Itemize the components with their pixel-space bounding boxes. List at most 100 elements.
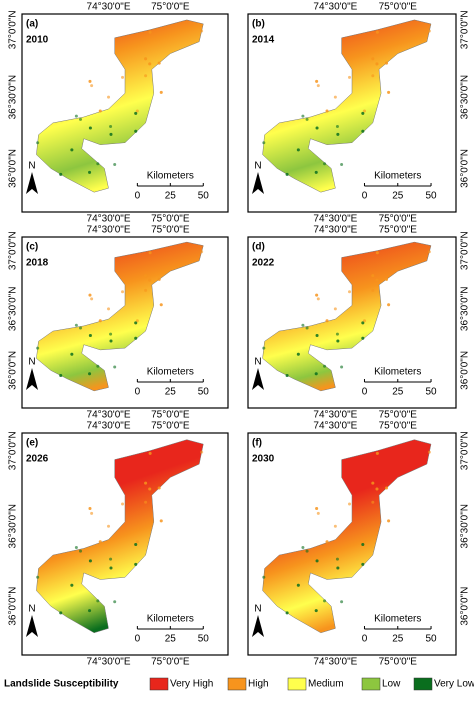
legend-swatch [413, 677, 433, 691]
y-coord-label: 36°0'0"N [460, 587, 471, 626]
terrain-speckle [135, 540, 139, 544]
legend-title: Landslide Susceptibility [4, 679, 119, 690]
terrain-speckle [316, 297, 320, 301]
terrain-speckle [361, 321, 365, 325]
terrain-speckle [375, 487, 379, 491]
terrain-speckle [148, 487, 152, 491]
terrain-speckle [36, 141, 40, 145]
north-label: N [28, 357, 35, 368]
scale-label: 50 [425, 191, 437, 202]
legend-label: Medium [308, 679, 344, 690]
terrain-speckle [315, 79, 319, 83]
terrain-speckle [262, 575, 266, 579]
north-arrow [252, 368, 264, 390]
scale-label: 0 [362, 191, 368, 202]
terrain-speckle [144, 57, 148, 61]
terrain-speckle [262, 346, 266, 350]
terrain-speckle [371, 288, 375, 292]
y-coord-label: 37°0'0"N [8, 10, 19, 49]
x-coord-label: 74°30'0"E [313, 214, 357, 225]
x-coord-label: 75°0'0"E [151, 214, 190, 225]
terrain-speckle [325, 109, 329, 113]
panel-label: (c) [26, 242, 38, 253]
terrain-speckle [113, 600, 117, 604]
legend-label: Very High [170, 679, 213, 690]
scale-label: 50 [198, 387, 210, 398]
terrain-speckle [335, 332, 339, 336]
panel-label: (f) [252, 438, 262, 449]
panel-year: 2022 [252, 258, 275, 269]
terrain-speckle [59, 611, 63, 615]
terrain-speckle [90, 297, 94, 301]
terrain-speckle [135, 109, 139, 113]
terrain-speckle [98, 109, 102, 113]
scale-label: 25 [165, 634, 177, 645]
terrain-speckle [336, 339, 340, 343]
terrain-speckle [323, 599, 327, 603]
terrain-speckle [371, 74, 375, 78]
x-coord-label: 75°0'0"E [379, 421, 418, 432]
terrain-speckle [427, 450, 431, 454]
terrain-speckle [36, 346, 40, 350]
terrain-speckle [348, 75, 352, 79]
terrain-speckle [314, 609, 318, 613]
scale-title: Kilometers [374, 367, 421, 378]
panel-year: 2018 [26, 258, 49, 269]
terrain-speckle [157, 277, 161, 281]
panel-label: (a) [26, 19, 38, 30]
terrain-speckle [340, 162, 344, 166]
map-panel: (f) 2030 74°30'0"E 74°30'0"E 75°0'0"E 75°0'0"… [247, 421, 471, 668]
terrain-speckle [159, 303, 163, 307]
terrain-speckle [375, 62, 379, 66]
terrain-speckle [144, 274, 148, 278]
y-coord-label: 37°0'0"N [460, 10, 471, 49]
terrain-speckle [296, 583, 300, 587]
y-coord-label: 37°0'0"N [8, 431, 19, 470]
terrain-speckle [74, 323, 78, 327]
x-coord-label: 75°0'0"E [379, 214, 418, 225]
north-arrow [252, 615, 264, 637]
terrain-speckle [88, 293, 92, 297]
scale-label: 25 [165, 387, 177, 398]
x-coord-label: 74°30'0"E [87, 225, 131, 236]
x-coord-label: 75°0'0"E [151, 410, 190, 421]
y-coord-label: 36°30'0"N [460, 287, 471, 332]
y-coord-label: 36°0'0"N [460, 351, 471, 390]
terrain-speckle [113, 162, 117, 166]
terrain-speckle [134, 542, 138, 546]
panel-label: (e) [26, 438, 38, 449]
scale-label: 0 [362, 634, 368, 645]
terrain-speckle [301, 114, 305, 118]
terrain-speckle [121, 75, 125, 79]
terrain-speckle [107, 95, 111, 99]
panel-label: (d) [252, 242, 265, 253]
terrain-speckle [134, 336, 138, 340]
scale-label: 0 [135, 191, 141, 202]
legend-swatch [149, 677, 169, 691]
terrain-speckle [333, 95, 337, 99]
terrain-speckle [315, 506, 319, 510]
x-coord-label: 75°0'0"E [151, 421, 190, 432]
y-coord-label: 36°30'0"N [8, 504, 19, 549]
terrain-speckle [361, 111, 365, 115]
scale-title: Kilometers [147, 614, 194, 625]
terrain-speckle [323, 162, 327, 166]
terrain-speckle [285, 611, 289, 615]
terrain-speckle [315, 333, 319, 337]
x-coord-label: 75°0'0"E [151, 657, 190, 668]
scale-label: 50 [425, 387, 437, 398]
terrain-speckle [134, 562, 138, 566]
y-coord-label: 36°30'0"N [8, 287, 19, 332]
scale-label: 25 [392, 387, 404, 398]
legend-label: High [248, 679, 269, 690]
scale-title: Kilometers [374, 171, 421, 182]
terrain-speckle [159, 519, 163, 523]
map-panel: (e) 2026 74°30'0"E 74°30'0"E 75°0'0"E 75°0'0"… [8, 421, 229, 668]
terrain-speckle [371, 500, 375, 504]
terrain-speckle [285, 172, 289, 176]
terrain-speckle [144, 481, 148, 485]
terrain-speckle [148, 451, 152, 455]
terrain-speckle [340, 365, 344, 369]
terrain-speckle [107, 524, 111, 528]
